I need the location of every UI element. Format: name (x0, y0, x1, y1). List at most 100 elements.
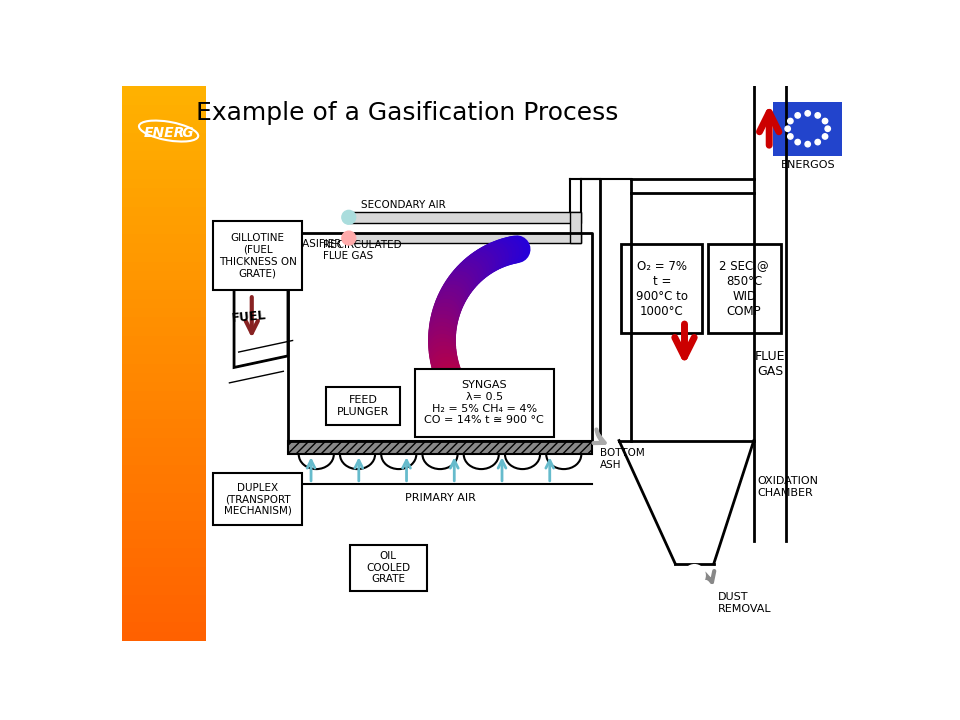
Circle shape (342, 210, 356, 224)
Bar (123, 187, 205, 197)
Bar (123, 141, 205, 151)
Text: OIL
COOLED
GRATE: OIL COOLED GRATE (366, 551, 410, 584)
Bar (123, 428, 205, 438)
Bar (123, 335, 205, 345)
Bar (123, 566, 205, 576)
Circle shape (787, 134, 793, 139)
Bar (123, 363, 205, 373)
Bar (123, 382, 205, 391)
Bar (288, 441, 592, 454)
Text: DUPLEX
(TRANSPORT
MECHANISM): DUPLEX (TRANSPORT MECHANISM) (224, 482, 292, 516)
Bar (123, 612, 205, 622)
Text: ENER: ENER (143, 125, 184, 140)
Bar (213, 221, 301, 290)
Polygon shape (234, 264, 288, 367)
Bar (123, 501, 205, 511)
Circle shape (825, 126, 830, 132)
Bar (773, 102, 842, 156)
Text: FEED
PLUNGER: FEED PLUNGER (337, 395, 389, 417)
Bar (123, 548, 205, 557)
Bar (123, 400, 205, 410)
Bar (415, 369, 554, 437)
Bar (123, 252, 205, 262)
Circle shape (785, 126, 790, 132)
Text: 2 SEC @
850°C
WID
COMP: 2 SEC @ 850°C WID COMP (719, 259, 769, 318)
Text: FUEL: FUEL (231, 310, 268, 325)
Bar (123, 307, 205, 318)
Bar (123, 409, 205, 419)
Bar (621, 244, 702, 333)
Bar (123, 621, 205, 631)
Text: PRIMARY AIR: PRIMARY AIR (404, 493, 475, 503)
Bar (349, 233, 581, 243)
Circle shape (815, 113, 821, 118)
Bar (123, 289, 205, 299)
Bar (123, 271, 205, 280)
Bar (123, 575, 205, 585)
Circle shape (805, 141, 810, 147)
Bar (123, 594, 205, 604)
Text: SYNGAS
λ= 0.5
H₂ = 5% CH₄ = 4%
CO = 14% t ≅ 900 °C: SYNGAS λ= 0.5 H₂ = 5% CH₄ = 4% CO = 14% … (424, 380, 544, 426)
Bar (123, 178, 205, 188)
Text: DUST
REMOVAL: DUST REMOVAL (718, 593, 771, 614)
Text: SECONDARY AIR: SECONDARY AIR (361, 199, 445, 210)
Circle shape (795, 113, 801, 118)
Bar (123, 317, 205, 327)
Bar (123, 372, 205, 382)
Text: GILLOTINE
(FUEL
THICKNESS ON
GRATE): GILLOTINE (FUEL THICKNESS ON GRATE) (219, 233, 297, 278)
Bar (123, 603, 205, 613)
Circle shape (823, 118, 828, 124)
Bar (123, 150, 205, 161)
Bar (326, 387, 399, 426)
Text: BOTTOM
ASH: BOTTOM ASH (600, 449, 644, 470)
Bar (708, 244, 780, 333)
Bar (213, 473, 301, 526)
Circle shape (805, 111, 810, 116)
Circle shape (684, 565, 705, 585)
Bar (123, 539, 205, 549)
Text: OXIDATION
CHAMBER: OXIDATION CHAMBER (757, 476, 819, 498)
Text: GASIFIER: GASIFIER (294, 239, 342, 249)
Bar (123, 344, 205, 354)
Text: ·G: ·G (178, 125, 195, 140)
Circle shape (823, 134, 828, 139)
Bar (123, 298, 205, 308)
Bar (123, 557, 205, 567)
Bar (123, 390, 205, 400)
Bar (123, 160, 205, 169)
Bar (123, 215, 205, 225)
Bar (123, 168, 205, 179)
Bar (123, 279, 205, 289)
Circle shape (795, 140, 801, 145)
Bar (123, 206, 205, 216)
Bar (123, 86, 205, 96)
Text: Example of a Gasification Process: Example of a Gasification Process (196, 102, 618, 125)
Text: ENERGOS: ENERGOS (780, 160, 835, 170)
Bar (123, 520, 205, 530)
Bar (123, 113, 205, 123)
Bar (123, 418, 205, 428)
Bar (570, 212, 581, 243)
Bar (123, 104, 205, 114)
Bar (349, 544, 426, 590)
Bar (123, 243, 205, 253)
Text: RECIRCULATED
FLUE GAS: RECIRCULATED FLUE GAS (323, 240, 401, 261)
Circle shape (787, 118, 793, 124)
Text: FLUE
GAS: FLUE GAS (755, 350, 785, 377)
Bar (123, 446, 205, 456)
Bar (123, 95, 205, 105)
Circle shape (342, 231, 356, 245)
Bar (123, 437, 205, 446)
Bar (123, 455, 205, 465)
Text: O₂ = 7%
t =
900°C to
1000°C: O₂ = 7% t = 900°C to 1000°C (636, 259, 687, 318)
Bar (123, 354, 205, 364)
Bar (123, 464, 205, 474)
Bar (123, 122, 205, 132)
Bar (123, 224, 205, 234)
Bar (123, 492, 205, 503)
Circle shape (815, 140, 821, 145)
Bar (123, 474, 205, 484)
Bar (123, 233, 205, 243)
Bar (123, 261, 205, 271)
Bar (123, 132, 205, 142)
